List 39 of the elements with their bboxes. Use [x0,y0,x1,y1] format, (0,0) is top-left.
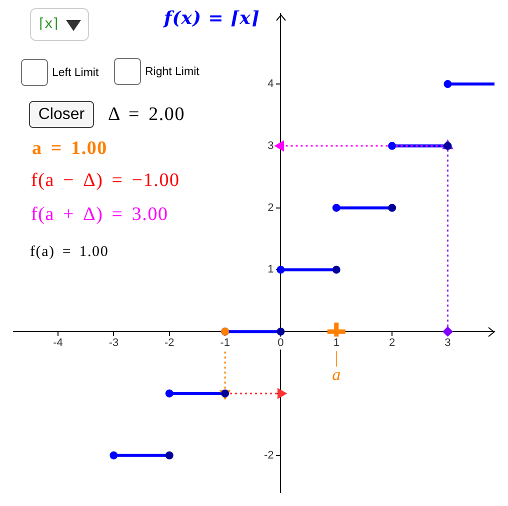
x-tick-label: 2 [389,337,396,350]
annotation: Right Limit [145,65,200,79]
button: Closer [29,101,94,128]
dropdown: ⌈x⌉ [30,8,89,41]
x-tick-label: -4 [53,337,63,350]
annotation: | [334,348,339,368]
y-tick-label: -2 [264,449,274,462]
y-tick-label: 4 [268,78,274,90]
point [332,204,340,212]
y-tick-label: 3 [268,140,274,152]
point [276,328,285,336]
annotation: a = 1.00 [32,138,108,160]
x-tick-label: -1 [220,337,230,350]
annotation: Left Limit [52,66,99,80]
point [165,389,174,398]
point [442,326,453,337]
point [388,204,396,212]
annotation: Closer [38,106,85,124]
annotation: f(a − Δ) = −1.00 [31,170,180,192]
point [110,451,118,460]
annotation: a [332,365,341,384]
y-tick-label: 2 [268,202,274,214]
annotation: f(a + Δ) = 3.00 [31,204,168,226]
x-tick-label: 1 [333,337,340,350]
point [165,451,174,460]
y-tick-label: 1 [268,264,274,276]
point [332,266,340,274]
x-tick-label: -3 [108,337,119,350]
annotation: ⌈x⌉ [39,16,58,33]
point [276,266,285,274]
point [388,142,396,150]
x-tick-label: -2 [164,337,174,350]
chart-title: f(x) = ⌈x⌉ [164,7,260,31]
x-tick-label: 0 [278,337,284,350]
annotation: Δ = 2.00 [108,104,186,126]
point [444,142,452,150]
annotation: f(a) = 1.00 [30,243,109,261]
x-tick-label: 3 [444,337,451,350]
point [444,80,452,88]
